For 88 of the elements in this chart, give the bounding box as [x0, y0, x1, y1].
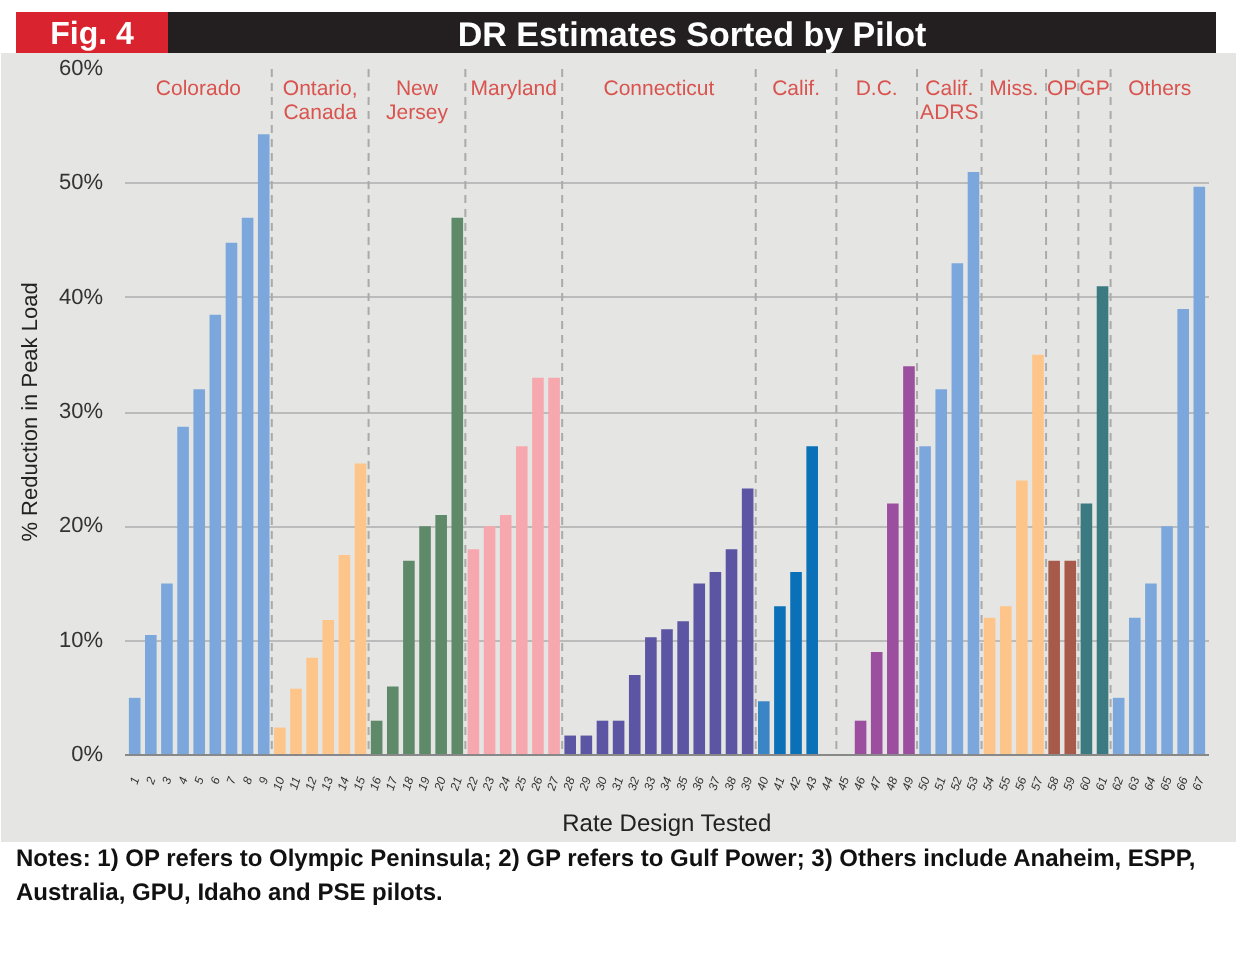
- bar: [386, 686, 399, 755]
- bar: [661, 629, 673, 755]
- bar: [370, 720, 383, 755]
- bar: [1096, 286, 1109, 755]
- bar: [870, 652, 883, 755]
- annotation: Others: [1128, 77, 1192, 101]
- bar: [741, 488, 754, 755]
- bar: [1161, 526, 1173, 755]
- y-tick-label: 50%: [58, 171, 104, 196]
- bar: [628, 674, 641, 755]
- annotation: Maryland: [470, 77, 558, 101]
- bar: [532, 377, 544, 755]
- bar: [806, 446, 818, 755]
- bar: [209, 314, 222, 755]
- y-tick-label: 20%: [58, 514, 104, 539]
- bar: [1177, 309, 1189, 755]
- bar: [128, 697, 141, 755]
- bar: [516, 446, 528, 755]
- bar: [564, 735, 577, 755]
- bar: [322, 620, 335, 755]
- bar: [241, 217, 254, 755]
- bar: [1080, 503, 1093, 755]
- annotation: OP: [1047, 77, 1078, 101]
- bar: [483, 526, 496, 755]
- chart-title: DR Estimates Sorted by Pilot: [168, 12, 1216, 60]
- y-tick-label: 60%: [58, 57, 104, 81]
- bar: [467, 549, 480, 755]
- bar: [1048, 560, 1060, 755]
- bar: [935, 389, 948, 755]
- bar: [1145, 583, 1157, 755]
- y-axis-title: % Reduction in Peak Load: [18, 282, 43, 542]
- bar: [419, 526, 431, 755]
- bar: [548, 377, 560, 755]
- bar: [903, 366, 915, 755]
- text: Notes: 1) OP refers to Olympic Peninsula; 2) GP refers to Gulf Power; 3) Others include Anaheim, ESPP, Australia, GPU, Idaho and PSE pilots.: [16, 842, 1198, 911]
- bar: [403, 560, 415, 755]
- bar: [1193, 186, 1206, 755]
- bar: [161, 583, 173, 755]
- annotation: Miss.: [989, 77, 1039, 101]
- caption: Fig. 4: [16, 12, 168, 60]
- y-tick-label: 30%: [58, 400, 104, 424]
- y-tick-label: 0%: [71, 743, 104, 767]
- annotation: Ontario, Canada: [282, 77, 358, 125]
- annotation: New Jersey: [386, 77, 450, 125]
- annotation: Calif. ADRS: [920, 77, 979, 125]
- bar: [1016, 480, 1028, 755]
- bar: [790, 572, 802, 755]
- bar: [193, 389, 206, 755]
- bar: [951, 263, 964, 755]
- bar: [435, 514, 447, 755]
- bar: [999, 606, 1012, 755]
- bar: [645, 637, 657, 755]
- bar: [693, 583, 706, 755]
- bar: [596, 720, 609, 755]
- annotation: Colorado: [155, 77, 242, 101]
- annotation: Connecticut: [603, 77, 715, 101]
- bar: [1064, 560, 1077, 755]
- bar: [967, 171, 980, 755]
- bar: [306, 657, 318, 755]
- annotation: GP: [1079, 77, 1110, 101]
- bar: [145, 634, 157, 755]
- bar: [774, 606, 786, 755]
- bar: [225, 242, 238, 755]
- bar: [854, 720, 867, 755]
- bar: [451, 217, 464, 755]
- x-axis-title: Rate Design Tested: [562, 808, 772, 837]
- bar: [919, 446, 931, 755]
- bar: [177, 426, 189, 755]
- annotation: Calif.: [772, 77, 820, 101]
- bar: [354, 463, 367, 755]
- bar: [709, 572, 722, 755]
- bar: [1032, 354, 1044, 755]
- y-tick-label: 10%: [58, 628, 104, 653]
- bar: [725, 549, 738, 755]
- bar: [338, 554, 351, 755]
- bar: [274, 727, 286, 755]
- bar: [499, 514, 512, 755]
- bar: [1112, 697, 1125, 755]
- bar: [983, 617, 996, 755]
- bar: [257, 134, 270, 755]
- y-tick-label: 40%: [58, 285, 104, 310]
- bar: [612, 720, 625, 755]
- bar: [757, 701, 770, 755]
- bar: [290, 688, 302, 755]
- bar: [1128, 617, 1141, 755]
- bar: [677, 621, 689, 755]
- annotation: D.C.: [855, 77, 898, 101]
- bar: [887, 503, 899, 755]
